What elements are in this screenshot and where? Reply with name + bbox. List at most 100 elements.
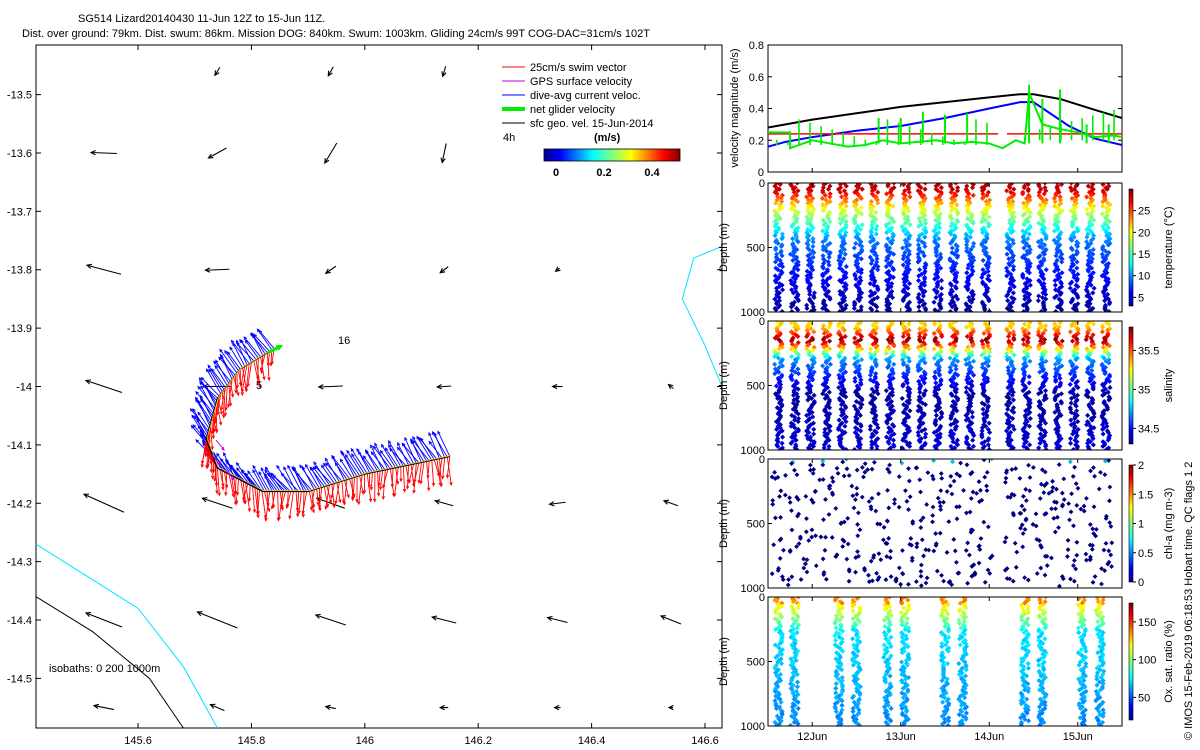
- chl-point: [1010, 510, 1016, 516]
- sal-point: [963, 324, 969, 330]
- sal-point: [901, 330, 907, 336]
- geo-velocity-arrow-head: [314, 613, 321, 619]
- chl-point: [787, 549, 793, 555]
- sal-point: [772, 371, 778, 377]
- temp-point: [1069, 188, 1075, 194]
- swim-vector-head: [419, 480, 423, 485]
- temp-point: [948, 223, 954, 229]
- chl-point: [965, 580, 970, 586]
- sal-point: [955, 372, 961, 378]
- chl-point: [874, 570, 879, 576]
- temp-point: [968, 247, 974, 253]
- sal-point: [1010, 415, 1016, 422]
- colorbar-tick-2: 0.4: [644, 167, 660, 179]
- map-ytick-label: -13.5: [7, 90, 32, 102]
- chl-point: [1038, 543, 1043, 548]
- dac-vector-head: [218, 356, 222, 361]
- swim-vector: [237, 479, 239, 495]
- temp-point: [985, 223, 992, 229]
- sal-point: [885, 364, 891, 370]
- chl-point: [1071, 558, 1077, 563]
- salinity-panel-colorbar-label: 35.5: [1138, 345, 1159, 357]
- temp-point: [867, 281, 873, 287]
- dac-vector: [380, 450, 394, 469]
- temp-point: [795, 307, 801, 312]
- temp-point: [853, 240, 859, 246]
- temp-point: [1090, 251, 1096, 257]
- chl-point: [1027, 488, 1033, 494]
- chl-point: [1022, 575, 1028, 581]
- sal-point: [1072, 415, 1078, 422]
- swim-vector: [405, 465, 410, 483]
- chl-point: [1033, 511, 1039, 517]
- map-content: [36, 66, 722, 728]
- sal-point: [1068, 400, 1074, 406]
- sal-point: [795, 371, 802, 377]
- swim-vector-head: [438, 482, 442, 487]
- chl-point: [781, 547, 786, 553]
- sal-point: [970, 443, 976, 449]
- temp-point: [1025, 236, 1031, 242]
- swim-vector-head: [242, 500, 247, 505]
- sal-point: [836, 417, 842, 423]
- geo-velocity-arrow-head: [82, 493, 90, 499]
- chl-point: [803, 529, 809, 535]
- isobath-line: [681, 245, 722, 387]
- chl-point: [855, 510, 861, 516]
- sal-point: [1068, 417, 1074, 423]
- swim-vector-head: [402, 488, 407, 493]
- sal-point: [963, 347, 969, 353]
- dac-vector-head: [198, 377, 203, 382]
- sal-point: [985, 398, 991, 405]
- sal-point: [788, 440, 794, 446]
- salinity-panel-colorbar: [1128, 326, 1134, 445]
- chl-point: [1090, 579, 1096, 585]
- chl-point: [798, 577, 804, 582]
- dac-vector: [252, 334, 264, 356]
- swim-vector: [344, 480, 350, 498]
- swim-vector: [446, 457, 452, 486]
- dac-vector-head: [420, 437, 424, 442]
- velocity-ytick-label: 0.2: [749, 135, 764, 147]
- temp-point: [779, 308, 785, 312]
- temp-point: [779, 287, 786, 293]
- swim-vector: [439, 458, 442, 487]
- swim-vector: [267, 351, 271, 366]
- temp-point: [1068, 299, 1074, 305]
- sal-point: [971, 372, 977, 378]
- geo-velocity-arrow: [83, 493, 125, 513]
- oxy-point: [772, 609, 778, 616]
- swim-vector: [214, 460, 218, 486]
- geo-velocity-arrow: [547, 616, 568, 624]
- chl-point: [807, 462, 813, 468]
- geo-velocity-arrow-head: [85, 263, 93, 269]
- dac-vector: [252, 469, 265, 492]
- dac-vector-head: [195, 390, 199, 395]
- swim-vector-head: [264, 517, 268, 522]
- sal-point: [810, 377, 816, 383]
- swim-vector-head: [233, 501, 238, 506]
- temp-point: [1042, 242, 1048, 248]
- chl-point: [937, 500, 943, 505]
- temp-point: [821, 222, 827, 228]
- chl-point: [1106, 559, 1112, 565]
- chl-point: [906, 581, 911, 587]
- dac-vector: [401, 443, 420, 464]
- dac-vector-head: [283, 466, 287, 471]
- chl-point: [777, 537, 783, 543]
- temp-point: [1037, 202, 1043, 208]
- temp-point: [884, 191, 890, 197]
- sal-point: [804, 412, 810, 418]
- swim-vector-head: [391, 493, 396, 498]
- temp-point: [874, 308, 880, 312]
- chl-point: [1073, 481, 1079, 487]
- chl-point: [971, 562, 977, 568]
- dac-vector-head: [433, 432, 437, 437]
- temp-point: [900, 256, 906, 262]
- sal-point: [779, 440, 785, 446]
- chl-point: [978, 536, 984, 541]
- sal-point: [1068, 440, 1074, 446]
- sal-point: [884, 397, 890, 403]
- swim-vector-head: [223, 412, 227, 417]
- chl-point: [862, 461, 868, 467]
